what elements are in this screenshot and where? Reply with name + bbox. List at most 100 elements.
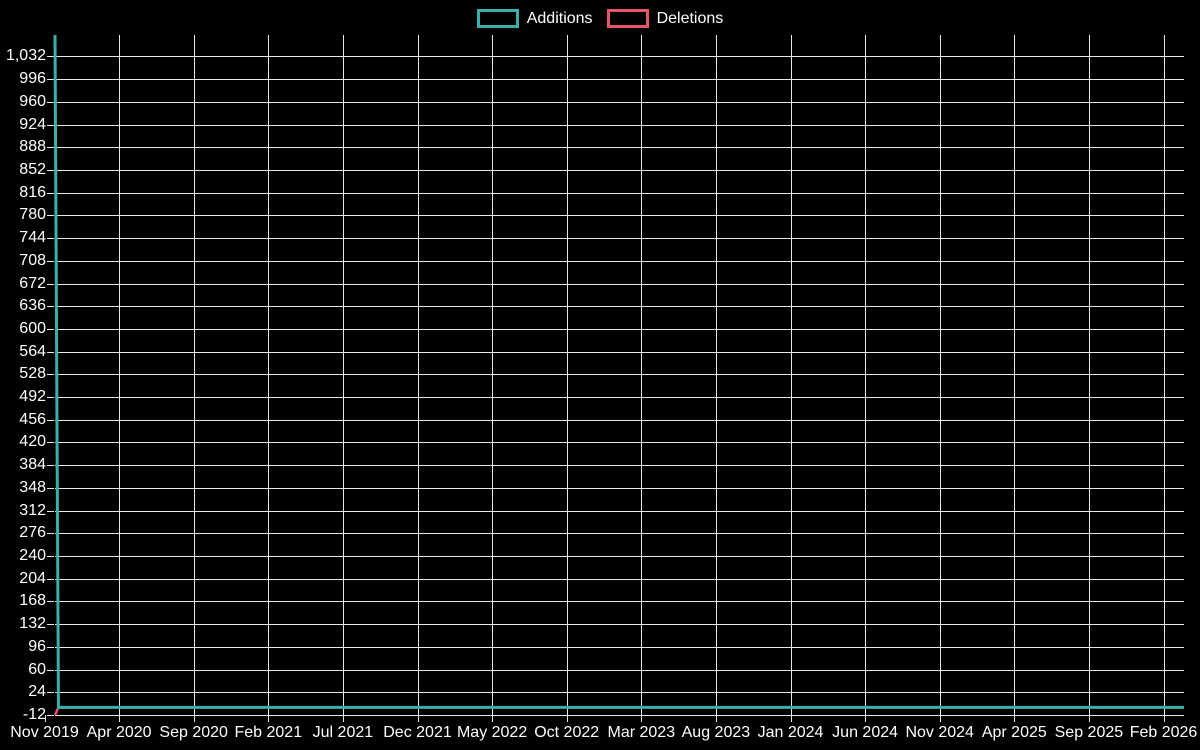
y-gridline (55, 147, 1184, 149)
y-axis-tick (47, 578, 54, 580)
x-gridline (417, 35, 419, 715)
y-axis-tick (47, 419, 54, 421)
y-gridline (55, 192, 1184, 194)
y-axis-tick (47, 260, 54, 262)
y-axis-tick (47, 374, 54, 376)
x-tick-label: Sep 2020 (159, 724, 228, 741)
x-axis-tick (492, 715, 494, 722)
x-gridline (1163, 35, 1165, 715)
x-axis-tick (865, 715, 867, 722)
x-tick-label: Nov 2019 (10, 724, 79, 741)
x-axis-tick (342, 715, 344, 722)
y-axis-tick (47, 215, 54, 217)
y-axis-tick (47, 533, 54, 535)
additions-line (53, 34, 1184, 709)
y-tick-label: 456 (19, 410, 46, 428)
y-tick-label: 168 (19, 592, 46, 610)
y-tick-label: 276 (19, 524, 46, 542)
y-gridline (55, 79, 1184, 81)
y-gridline (55, 465, 1184, 467)
x-tick-label: Apr 2025 (981, 724, 1047, 741)
x-axis-tick (119, 715, 121, 722)
y-gridline (55, 101, 1184, 103)
y-gridline (55, 351, 1184, 353)
y-axis-tick (47, 510, 54, 512)
y-gridline (55, 238, 1184, 240)
y-axis-tick (47, 624, 54, 626)
y-tick-label: 132 (19, 615, 46, 633)
y-tick-label: 636 (19, 297, 46, 315)
legend-item-deletions[interactable]: Deletions (606, 9, 724, 28)
x-tick-label: Feb 2026 (1129, 724, 1198, 741)
x-axis-tick (268, 715, 270, 722)
x-tick-label: Aug 2023 (681, 724, 751, 741)
y-gridline (55, 124, 1184, 126)
x-tick-label: Feb 2021 (234, 724, 303, 741)
x-axis-tick (44, 715, 46, 722)
y-axis-tick (47, 192, 54, 194)
x-tick-label: Oct 2022 (534, 724, 600, 741)
y-gridline (55, 692, 1184, 694)
y-gridline (55, 215, 1184, 217)
y-gridline (55, 374, 1184, 376)
y-gridline (55, 397, 1184, 399)
y-tick-label: 528 (19, 365, 46, 383)
y-axis-tick (47, 646, 54, 648)
x-axis-tick (566, 715, 568, 722)
x-tick-label: Mar 2023 (607, 724, 676, 741)
y-gridline (55, 487, 1184, 489)
y-tick-label: 204 (19, 569, 46, 587)
y-gridline (55, 419, 1184, 421)
x-axis-tick (790, 715, 792, 722)
y-axis-tick (47, 487, 54, 489)
x-gridline (268, 35, 270, 715)
y-gridline (55, 328, 1184, 330)
x-gridline (342, 35, 344, 715)
y-axis-tick (47, 238, 54, 240)
x-gridline (193, 35, 195, 715)
y-tick-label: 672 (19, 274, 46, 292)
deletions-swatch-icon (606, 9, 649, 28)
chart-legend: Additions Deletions (0, 9, 1200, 28)
y-axis-tick (47, 328, 54, 330)
y-gridline (55, 533, 1184, 535)
y-axis-tick (47, 397, 54, 399)
x-gridline (566, 35, 568, 715)
y-tick-label: 420 (19, 433, 46, 451)
x-gridline (939, 35, 941, 715)
x-gridline (641, 35, 643, 715)
legend-label-deletions: Deletions (656, 9, 724, 27)
x-tick-label: May 2022 (456, 724, 528, 741)
x-axis-tick (715, 715, 717, 722)
x-axis-tick (1088, 715, 1090, 722)
legend-item-additions[interactable]: Additions (476, 9, 593, 28)
x-axis-tick (641, 715, 643, 722)
x-gridline (790, 35, 792, 715)
y-tick-label: 888 (19, 138, 46, 156)
y-axis-tick (47, 351, 54, 353)
y-tick-label: 312 (19, 501, 46, 519)
y-gridline (55, 601, 1184, 603)
y-axis-tick (47, 283, 54, 285)
x-tick-label: Jan 2024 (757, 724, 824, 741)
y-tick-label: 852 (19, 160, 46, 178)
y-gridline (55, 715, 1184, 716)
legend-label-additions: Additions (526, 9, 593, 27)
y-tick-label: 24 (28, 683, 46, 701)
y-tick-label: 708 (19, 251, 46, 269)
x-gridline (119, 35, 121, 715)
y-axis-tick (47, 465, 54, 467)
x-tick-label: Apr 2020 (86, 724, 152, 741)
y-axis-tick (47, 79, 54, 81)
y-tick-label: 96 (28, 637, 46, 655)
y-gridline (55, 442, 1184, 444)
x-gridline (715, 35, 717, 715)
y-tick-label: 348 (19, 478, 46, 496)
y-tick-label: 60 (28, 660, 46, 678)
x-tick-label: Sep 2025 (1054, 724, 1124, 741)
y-tick-label: 240 (19, 547, 46, 565)
x-gridline (865, 35, 867, 715)
y-gridline (55, 306, 1184, 308)
